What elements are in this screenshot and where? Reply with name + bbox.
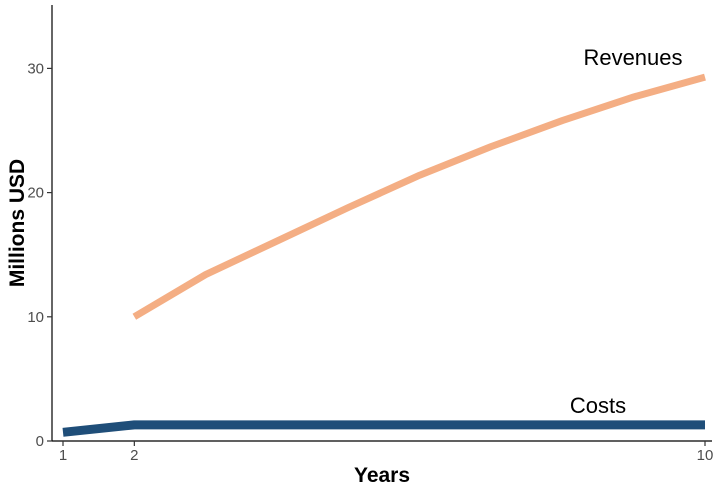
y-tick-label: 20: [27, 185, 44, 202]
x-axis-title: Years: [354, 464, 410, 487]
x-tick-label: 10: [697, 447, 714, 464]
x-ticks: 1 2 10: [59, 441, 714, 464]
y-tick-label: 30: [27, 60, 44, 77]
revenues-label: Revenues: [583, 45, 682, 70]
x-tick-label: 2: [130, 447, 138, 464]
series-layer: [62, 73, 706, 437]
series-labels: Revenues Costs: [570, 45, 683, 418]
y-tick-label: 10: [27, 309, 44, 326]
axes: 0 10 20 30 1 2 10: [27, 5, 713, 464]
x-tick-label: 1: [59, 447, 67, 464]
y-axis-title: Millions USD: [6, 159, 29, 287]
revenues-line: [132, 73, 706, 320]
y-tick-label: 0: [36, 433, 44, 450]
y-ticks: 0 10 20 30: [27, 60, 52, 450]
costs-line: [62, 420, 705, 437]
costs-label: Costs: [570, 393, 626, 418]
